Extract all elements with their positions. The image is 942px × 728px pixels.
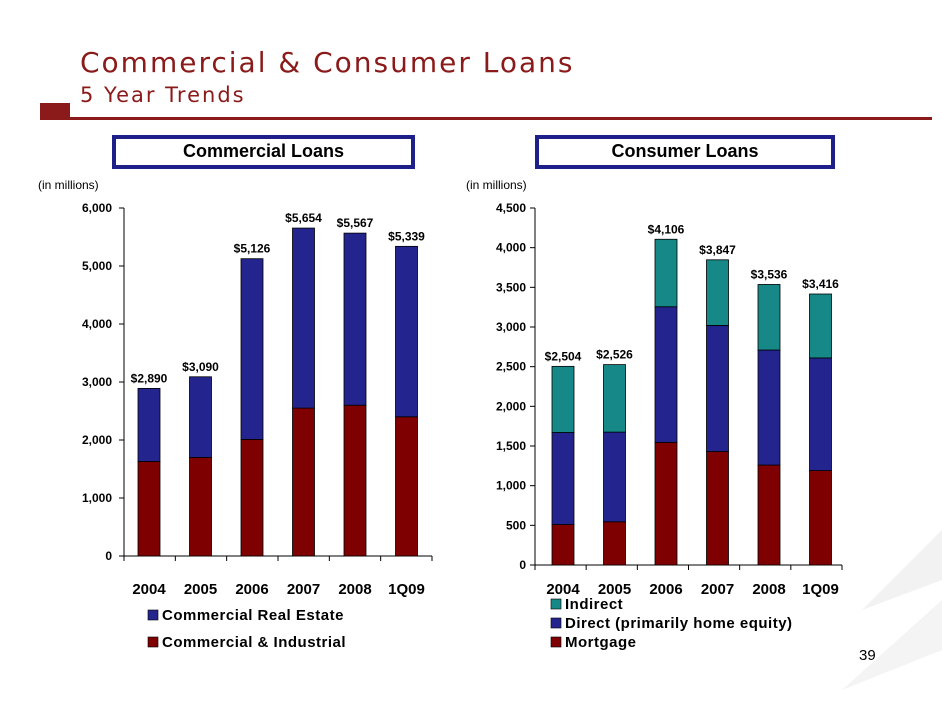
commercial-total-label: $5,339 — [388, 229, 425, 243]
consumer-bar-mortgage — [809, 470, 832, 566]
commercial-total-label: $5,126 — [234, 242, 271, 256]
commercial-y-tick-label: 3,000 — [82, 375, 112, 389]
commercial-bar-commercial-real-estate — [240, 258, 264, 440]
consumer-total-label: $3,847 — [699, 243, 736, 257]
title-accent-block — [40, 103, 70, 120]
commercial-bar-commercial-real-estate — [137, 387, 161, 462]
consumer-bar-mortgage — [706, 451, 729, 566]
consumer-bar-direct-primarily-home-equity- — [551, 432, 575, 525]
commercial-bar-commercial-industrial — [240, 439, 264, 557]
commercial-category-label: 2004 — [132, 581, 166, 598]
commercial-bar-commercial-real-estate — [343, 232, 367, 406]
consumer-bar-indirect — [603, 364, 626, 433]
consumer-units-label: (in millions) — [466, 178, 527, 192]
consumer-category-label: 2006 — [649, 581, 682, 598]
consumer-bar-direct-primarily-home-equity- — [654, 306, 678, 443]
consumer-bar-direct-primarily-home-equity- — [809, 357, 832, 471]
commercial-units-label: (in millions) — [38, 178, 99, 192]
consumer-y-tick-label: 500 — [506, 518, 526, 532]
consumer-y-tick-label: 0 — [519, 558, 526, 572]
consumer-category-label: 1Q09 — [802, 581, 839, 598]
consumer-bar-mortgage — [757, 464, 781, 566]
commercial-total-label: $5,567 — [337, 216, 374, 230]
commercial-total-label: $5,654 — [285, 211, 322, 225]
consumer-panel-title: Consumer Loans — [535, 135, 835, 169]
consumer-bar-indirect — [757, 284, 781, 351]
slide-title: Commercial & Consumer Loans — [80, 46, 575, 79]
consumer-category-label: 2008 — [752, 581, 785, 598]
consumer-bar-mortgage — [603, 521, 626, 566]
consumer-bar-direct-primarily-home-equity- — [706, 325, 729, 452]
consumer-y-tick-label: 1,500 — [496, 439, 526, 453]
commercial-category-label: 2008 — [338, 581, 371, 598]
commercial-category-label: 1Q09 — [388, 581, 425, 598]
consumer-bar-indirect — [809, 293, 832, 359]
consumer-bar-direct-primarily-home-equity- — [757, 349, 781, 466]
commercial-bar-commercial-real-estate — [395, 245, 418, 418]
consumer-y-tick-label: 2,500 — [496, 360, 526, 374]
consumer-total-label: $3,536 — [751, 267, 788, 281]
consumer-total-label: $2,526 — [596, 348, 633, 362]
consumer-y-tick-label: 4,000 — [496, 241, 526, 255]
commercial-bar-commercial-real-estate — [189, 376, 212, 458]
commercial-y-tick-label: 6,000 — [82, 201, 112, 215]
consumer-legend-swatch — [550, 636, 562, 648]
commercial-bar-commercial-industrial — [395, 416, 418, 557]
consumer-legend-label: Direct (primarily home equity) — [565, 615, 793, 632]
slide-subtitle: 5 Year Trends — [80, 83, 246, 107]
consumer-bar-indirect — [654, 238, 678, 308]
page-number: 39 — [859, 647, 876, 664]
consumer-bar-indirect — [551, 365, 575, 433]
commercial-category-label: 2005 — [184, 581, 217, 598]
consumer-y-tick-label: 3,000 — [496, 320, 526, 334]
commercial-y-tick-label: 2,000 — [82, 433, 112, 447]
consumer-category-label: 2007 — [701, 581, 734, 598]
decorative-swoosh — [842, 530, 942, 690]
consumer-legend-swatch — [550, 617, 562, 629]
commercial-category-label: 2007 — [287, 581, 320, 598]
commercial-bar-commercial-real-estate — [292, 227, 315, 409]
commercial-bar-commercial-industrial — [292, 407, 315, 557]
consumer-bar-mortgage — [551, 524, 575, 566]
consumer-bar-mortgage — [654, 442, 678, 566]
consumer-y-tick-label: 1,000 — [496, 479, 526, 493]
consumer-y-tick-label: 2,000 — [496, 399, 526, 413]
title-divider — [40, 117, 932, 120]
commercial-y-tick-label: 0 — [105, 549, 112, 563]
consumer-category-label: 2005 — [598, 581, 631, 598]
consumer-legend-swatch — [550, 598, 562, 610]
commercial-legend-label: Commercial & Industrial — [162, 634, 346, 651]
consumer-bar-direct-primarily-home-equity- — [603, 431, 626, 523]
commercial-total-label: $2,890 — [131, 371, 168, 385]
commercial-panel-title: Commercial Loans — [112, 135, 415, 169]
consumer-bar-indirect — [706, 259, 729, 326]
consumer-total-label: $2,504 — [545, 349, 582, 363]
consumer-y-tick-label: 4,500 — [496, 201, 526, 215]
consumer-category-label: 2004 — [546, 581, 580, 598]
commercial-category-label: 2006 — [235, 581, 268, 598]
commercial-y-tick-label: 1,000 — [82, 491, 112, 505]
consumer-legend-label: Indirect — [565, 596, 623, 613]
consumer-total-label: $4,106 — [648, 222, 685, 236]
consumer-total-label: $3,416 — [802, 277, 839, 291]
consumer-y-tick-label: 3,500 — [496, 280, 526, 294]
commercial-bar-commercial-industrial — [137, 461, 161, 557]
commercial-y-tick-label: 4,000 — [82, 317, 112, 331]
commercial-legend-label: Commercial Real Estate — [162, 607, 344, 624]
commercial-total-label: $3,090 — [182, 360, 219, 374]
commercial-bar-commercial-industrial — [343, 404, 367, 557]
consumer-legend-label: Mortgage — [565, 634, 637, 651]
commercial-bar-commercial-industrial — [189, 456, 212, 557]
commercial-legend-swatch — [147, 636, 159, 648]
commercial-legend-swatch — [147, 609, 159, 621]
commercial-y-tick-label: 5,000 — [82, 259, 112, 273]
